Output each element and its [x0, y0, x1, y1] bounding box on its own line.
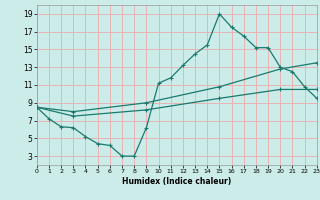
X-axis label: Humidex (Indice chaleur): Humidex (Indice chaleur) — [122, 177, 231, 186]
